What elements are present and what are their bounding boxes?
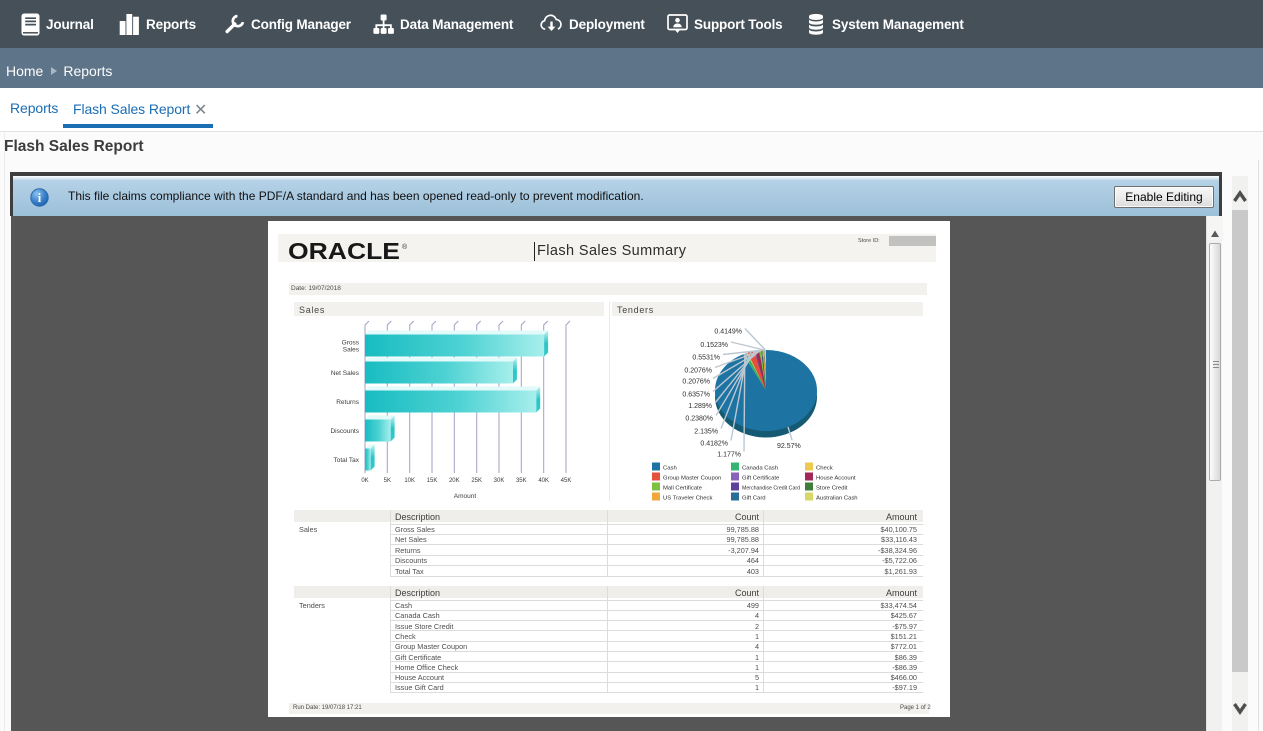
svg-text:35K: 35K xyxy=(516,478,527,484)
svg-text:Discounts: Discounts xyxy=(330,428,359,435)
svg-text:0.4149%: 0.4149% xyxy=(714,329,742,336)
svg-text:20K: 20K xyxy=(449,478,460,484)
svg-text:0K: 0K xyxy=(361,478,368,484)
svg-text:Total Tax: Total Tax xyxy=(333,457,359,464)
svg-text:Mall Certificate: Mall Certificate xyxy=(663,486,703,492)
svg-text:Check: Check xyxy=(816,466,833,472)
svg-text:45K: 45K xyxy=(561,478,572,484)
svg-text:Amount: Amount xyxy=(454,493,477,500)
svg-text:0.6357%: 0.6357% xyxy=(682,392,710,399)
svg-text:®: ® xyxy=(402,243,408,251)
svg-text:92.57%: 92.57% xyxy=(777,443,801,450)
svg-text:1.289%: 1.289% xyxy=(688,403,712,410)
svg-text:Sales: Sales xyxy=(343,347,360,354)
svg-text:US Traveler Check: US Traveler Check xyxy=(663,496,712,502)
svg-text:Cash: Cash xyxy=(663,466,677,472)
svg-text:30K: 30K xyxy=(494,478,505,484)
svg-text:40K: 40K xyxy=(538,478,549,484)
svg-text:Merchandise Credit Card: Merchandise Credit Card xyxy=(742,486,800,492)
svg-text:0.2076%: 0.2076% xyxy=(684,368,712,375)
svg-text:Net Sales: Net Sales xyxy=(331,370,360,377)
svg-text:Group Master Coupon: Group Master Coupon xyxy=(663,476,721,482)
svg-text:Returns: Returns xyxy=(336,399,360,406)
svg-text:Gross: Gross xyxy=(342,340,360,347)
svg-text:0.4182%: 0.4182% xyxy=(700,441,728,448)
svg-text:Gift Certificate: Gift Certificate xyxy=(742,476,780,482)
svg-text:Australian Cash: Australian Cash xyxy=(816,496,858,502)
svg-text:10K: 10K xyxy=(404,478,415,484)
svg-text:0.1523%: 0.1523% xyxy=(700,342,728,349)
svg-text:1.177%: 1.177% xyxy=(717,452,741,459)
svg-text:5K: 5K xyxy=(384,478,391,484)
svg-text:Gift Card: Gift Card xyxy=(742,496,766,502)
svg-text:2.135%: 2.135% xyxy=(694,429,718,436)
svg-text:15K: 15K xyxy=(427,478,438,484)
svg-text:Store Credit: Store Credit xyxy=(816,486,848,492)
svg-text:Canada Cash: Canada Cash xyxy=(742,466,778,472)
svg-text:0.2380%: 0.2380% xyxy=(685,416,713,423)
svg-text:House Account: House Account xyxy=(816,476,856,482)
svg-text:i: i xyxy=(38,191,42,205)
svg-text:0.2076%: 0.2076% xyxy=(682,379,710,386)
svg-text:ORACLE: ORACLE xyxy=(288,242,400,264)
svg-text:0.5531%: 0.5531% xyxy=(692,355,720,362)
svg-text:25K: 25K xyxy=(471,478,482,484)
